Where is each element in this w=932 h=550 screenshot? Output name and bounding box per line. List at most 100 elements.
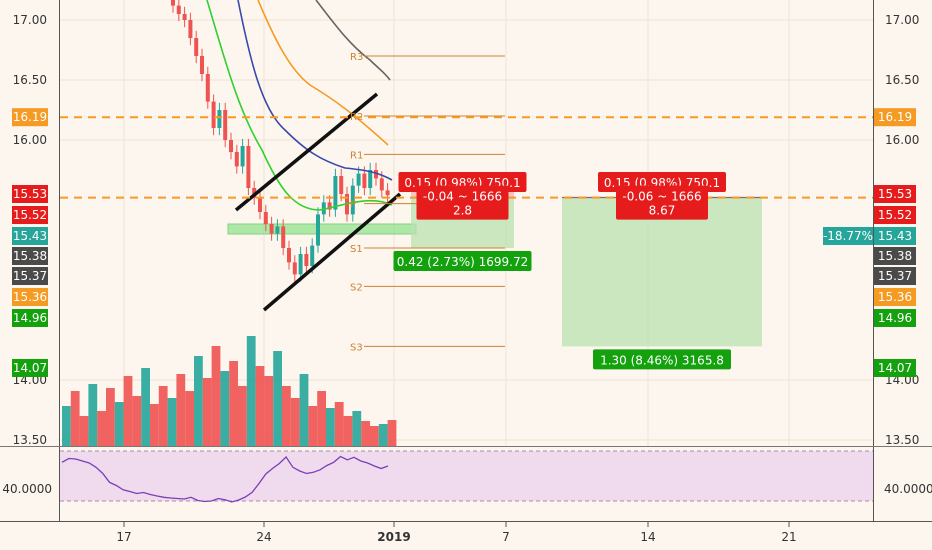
candle-body — [310, 245, 315, 266]
ma-green — [206, 0, 393, 211]
price-tag-left-bg — [12, 206, 48, 224]
x-tick-label: 7 — [502, 530, 510, 544]
price-tag-right: 15.37 — [878, 269, 912, 283]
volume-bar — [246, 336, 256, 446]
entry-label-bg — [416, 185, 509, 220]
candle-body — [188, 20, 193, 38]
volume-bar — [317, 391, 326, 446]
candle-body — [368, 170, 373, 188]
volume-bar — [194, 356, 203, 446]
x-tick-label: 24 — [256, 530, 271, 544]
volume-bar — [211, 346, 221, 446]
price-tag-right-bg — [874, 359, 916, 377]
volume-bar — [202, 378, 212, 446]
rsi-line — [61, 455, 389, 503]
volume-bar — [62, 406, 71, 446]
candle-body — [275, 226, 280, 234]
candle-body — [374, 170, 378, 179]
stop-label-bg — [593, 349, 731, 370]
candle-body — [205, 74, 210, 102]
ma-orange — [257, 0, 389, 146]
price-tag-right: 15.43 — [878, 229, 912, 243]
volume-bar — [97, 411, 106, 446]
volume-bar — [343, 416, 353, 446]
candle-body — [211, 101, 216, 128]
rsi-panel — [60, 450, 873, 502]
x-tick-label: 17 — [116, 530, 131, 544]
volume-bar — [70, 391, 80, 446]
volume-bar — [387, 420, 397, 446]
volume-bar — [352, 411, 362, 446]
price-tag-right-bg — [874, 206, 916, 224]
candle-body — [362, 173, 367, 188]
candle-body — [339, 176, 344, 194]
y-tick-right: 16.00 — [885, 133, 919, 147]
price-tag-right-bg — [874, 267, 916, 285]
volume-bar — [114, 402, 124, 446]
price-tag-right: 15.53 — [878, 187, 912, 201]
candle-body — [258, 197, 262, 212]
y-tick-left: 13.50 — [13, 433, 47, 447]
candle-body — [182, 14, 187, 20]
volume-bar — [308, 406, 318, 446]
volume-bar — [176, 374, 186, 446]
price-tag-right: 15.38 — [878, 249, 912, 263]
price-tag-left: 15.38 — [13, 249, 47, 263]
candle-body — [171, 0, 175, 6]
stop-label-bg — [393, 251, 532, 271]
stop-label: 0.42 (2.73%) 1699.72 — [397, 255, 528, 269]
support-zone — [227, 223, 417, 235]
candle-body — [385, 190, 390, 196]
candle-body — [379, 178, 384, 191]
volume-bar — [255, 366, 265, 446]
volume-bar — [123, 376, 133, 446]
price-tag-left-bg — [12, 227, 48, 245]
price-tag-right-bg — [874, 227, 916, 245]
volume-bar — [264, 376, 274, 446]
candle-body — [263, 212, 268, 224]
price-tag-left-bg — [12, 185, 48, 203]
price-tag-right: 14.96 — [878, 311, 912, 325]
candle-body — [304, 254, 309, 266]
entry-sub-label: 2.8 — [453, 204, 472, 218]
price-tag-right-bg — [874, 309, 916, 327]
pivot-label: R1 — [350, 150, 363, 161]
price-tag-left: 15.37 — [13, 269, 47, 283]
price-tag-right: 15.52 — [878, 208, 912, 222]
pivot-label: S3 — [350, 342, 363, 353]
candle-body — [176, 5, 181, 14]
entry-label-bg — [616, 185, 708, 220]
volume-bar — [150, 404, 159, 446]
channel-lines[interactable] — [234, 92, 402, 312]
candle-body — [292, 262, 297, 275]
candle-body — [194, 38, 199, 56]
price-tag-left: 15.36 — [13, 290, 47, 304]
volume-bar — [185, 391, 194, 446]
volume-bar — [158, 386, 168, 446]
volume-area — [62, 336, 397, 446]
candle-body — [287, 248, 291, 263]
ma-gray — [315, 0, 391, 81]
volume-bar — [334, 402, 344, 446]
volume-bar — [106, 388, 115, 446]
candle-body — [333, 176, 338, 210]
rsi-tick-left: 40.0000 — [2, 482, 52, 496]
candle-body — [356, 173, 361, 186]
y-tick-right: 17.00 — [885, 13, 919, 27]
price-tag-right-bg — [874, 108, 916, 127]
volume-bar — [88, 384, 98, 446]
y-tick-right: 13.50 — [885, 433, 919, 447]
price-tag-right-bg — [874, 185, 916, 203]
x-tick-label: 2019 — [377, 530, 410, 544]
price-tag-right: 15.36 — [878, 290, 912, 304]
y-tick-left: 17.00 — [13, 13, 47, 27]
entry-label: -0.06 ~ 1666 — [622, 190, 701, 204]
volume-bar — [141, 368, 150, 446]
volume-bar — [79, 416, 89, 446]
price-tag-right-bg — [874, 288, 916, 306]
rsi-series — [61, 455, 389, 503]
volume-bar — [273, 351, 282, 446]
candle-body — [316, 214, 320, 246]
volume-bar — [299, 374, 309, 446]
